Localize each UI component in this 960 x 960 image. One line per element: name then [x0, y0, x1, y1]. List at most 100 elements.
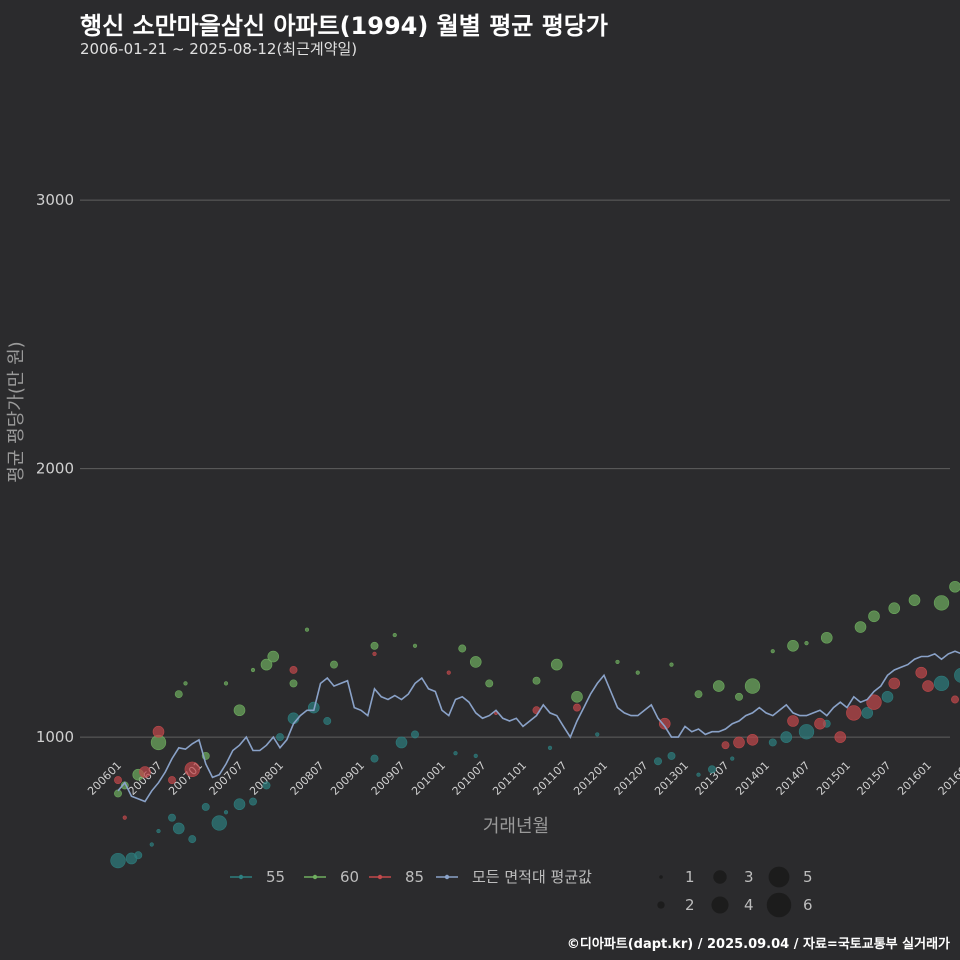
legend-size-label-3: 3: [744, 868, 754, 886]
point-55-201209: [654, 757, 662, 766]
x-tick-201001: 201001: [409, 759, 448, 798]
point-55-200705: [223, 810, 229, 815]
x-tick-labels: 200601 200607 200701 200707 200801 200807 2009…: [85, 759, 960, 798]
x-tick-200801: 200801: [247, 759, 286, 798]
point-55-200903: [370, 754, 379, 763]
x-tick-201507: 201507: [855, 759, 894, 798]
legend-label-avg: 모든 면적대 평균값: [472, 868, 592, 886]
x-tick-201501: 201501: [814, 759, 853, 798]
legend: 55 60 85 모든 면적대 평균값 1 2 3 4 5 6: [230, 866, 813, 918]
point-55-200612: [188, 835, 197, 844]
point-85-200612: [184, 761, 200, 777]
point-60-201405: [787, 640, 799, 652]
point-60-200711: [260, 658, 273, 671]
point-60-201106: [550, 658, 563, 671]
point-55-200606: [149, 842, 154, 847]
y-tick-3000: 3000: [36, 191, 74, 209]
point-60-201603: [933, 595, 950, 611]
legend-dot-85: [377, 874, 383, 880]
point-60-201008: [485, 679, 494, 688]
average-line-layer: [117, 650, 960, 803]
legend-label-85: 85: [405, 868, 424, 886]
point-55-200704: [211, 815, 227, 831]
point-60-201503: [854, 621, 867, 633]
x-tick-201401: 201401: [733, 759, 772, 798]
point-55-201507: [881, 691, 894, 703]
point-85-200607: [152, 725, 165, 738]
point-55-201006: [473, 753, 478, 758]
point-60-201303: [694, 690, 703, 699]
point-60-201505: [868, 610, 880, 623]
point-60-201103: [532, 676, 541, 685]
point-60-201306: [712, 680, 725, 692]
legend-size-label-4: 4: [744, 896, 754, 914]
x-tick-201007: 201007: [450, 759, 489, 798]
point-60-201508: [888, 602, 901, 615]
point-60-201402: [770, 649, 775, 654]
point-85-201311: [746, 733, 759, 746]
point-55-200604: [134, 851, 143, 860]
point-85-201505: [866, 694, 882, 710]
legend-size-2: [657, 901, 665, 909]
y-tick-2000: 2000: [36, 460, 74, 478]
point-60-201004: [458, 644, 467, 653]
point-55-200711: [262, 781, 271, 790]
x-tick-200907: 200907: [369, 759, 408, 798]
point-85-201307: [721, 741, 730, 750]
scatter-points: [110, 580, 960, 869]
point-85-201412: [834, 731, 847, 743]
x-tick-200901: 200901: [328, 759, 367, 798]
point-55-200609: [168, 813, 176, 822]
point-55-200601: [110, 852, 126, 869]
point-55-200709: [249, 797, 257, 806]
point-85-200602: [122, 815, 127, 820]
grid-lines: [80, 199, 950, 738]
point-85-201605: [951, 695, 959, 704]
point-60-200903: [370, 641, 379, 650]
point-55-201105: [547, 745, 553, 750]
point-60-200705: [223, 681, 229, 686]
point-85-200609: [168, 776, 176, 785]
point-60-200803: [289, 679, 298, 688]
point-60-200805: [304, 627, 310, 632]
x-tick-201307: 201307: [693, 759, 732, 798]
point-55-201308: [730, 756, 735, 761]
point-55-201305: [708, 765, 716, 774]
point-55-200610: [172, 822, 185, 835]
legend-size-3: [713, 870, 727, 884]
average-line: [117, 650, 960, 803]
point-60-201211: [669, 662, 674, 667]
y-tick-labels: 1000 2000 3000: [36, 191, 74, 746]
point-55-201003: [453, 751, 458, 756]
point-55-201606: [954, 667, 960, 683]
point-60-201407: [804, 641, 809, 646]
legend-size-label-6: 6: [803, 896, 813, 914]
x-tick-200607: 200607: [126, 759, 165, 798]
legend-size-4: [711, 896, 729, 914]
point-60-200709: [250, 667, 256, 673]
x-tick-201207: 201207: [612, 759, 651, 798]
legend-label-60: 60: [340, 868, 359, 886]
point-60-200809: [330, 660, 338, 669]
point-60-201309: [735, 692, 743, 701]
point-85-200903: [372, 651, 377, 656]
point-60-200909: [412, 643, 418, 648]
point-85-201405: [787, 715, 799, 727]
legend-dot-avg: [444, 874, 450, 880]
x-tick-201407: 201407: [774, 759, 813, 798]
source-footer: ©디아파트(dapt.kr) / 2025.09.04 / 자료=국토교통부 실…: [566, 937, 950, 952]
legend-size-label-5: 5: [803, 868, 813, 886]
legend-dot-55: [238, 874, 244, 880]
point-85-201002: [446, 670, 451, 675]
legend-size-5: [768, 866, 790, 888]
point-55-201211: [667, 751, 676, 760]
point-55-200702: [201, 802, 210, 811]
chart-title: 행신 소만마을삼신 아파트(1994) 월별 평균 평당가: [80, 12, 608, 40]
point-85-201502: [846, 705, 862, 721]
point-55-201303: [696, 772, 701, 777]
x-tick-201107: 201107: [531, 759, 570, 798]
point-85-201409: [814, 717, 826, 730]
point-60-201203: [615, 659, 620, 665]
x-tick-201101: 201101: [490, 759, 529, 798]
y-axis-label: 평균 평당가(만 원): [6, 341, 27, 482]
